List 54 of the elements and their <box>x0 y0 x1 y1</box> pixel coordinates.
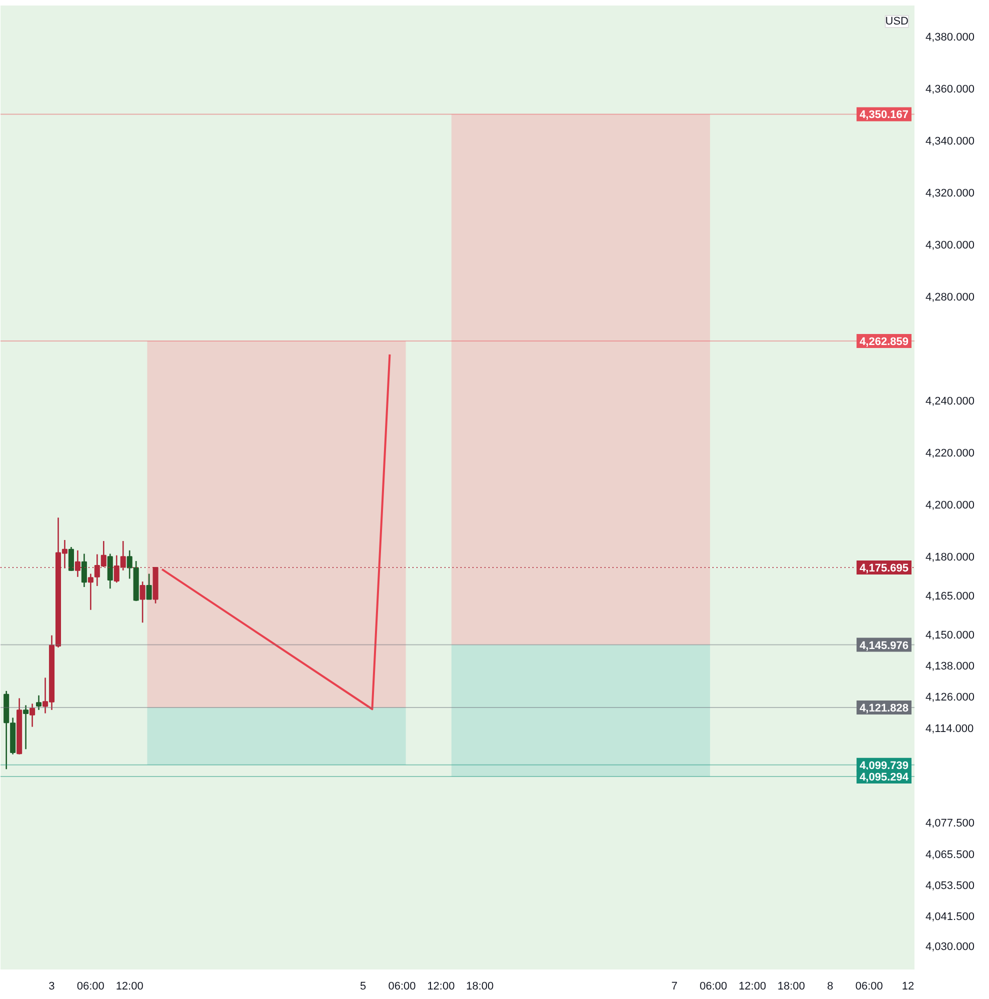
candlestick <box>107 553 113 590</box>
y-tick-label: 4,340.000 <box>926 136 974 148</box>
candlestick <box>23 704 29 750</box>
candlestick <box>88 573 94 611</box>
y-tick-label: 4,065.500 <box>926 848 974 861</box>
y-tick-label: 4,138.000 <box>926 660 974 672</box>
y-tick-label: 4,165.000 <box>926 590 974 602</box>
y-tick-label: 4,041.500 <box>926 911 974 924</box>
candlestick <box>81 553 87 588</box>
x-tick-label: 06:00 <box>76 980 104 992</box>
y-tick-label: 4,380.000 <box>926 32 974 44</box>
y-tick-label: 4,220.000 <box>926 447 974 460</box>
ref-line-label: 4,121.828 <box>860 702 908 715</box>
y-tick-label: 4,180.000 <box>926 551 974 564</box>
y-tick-label: 4,200.000 <box>926 499 974 512</box>
x-tick-label: 8 <box>827 980 834 992</box>
x-tick-label: 06:00 <box>700 980 728 992</box>
ref-line-label: 4,145.976 <box>860 640 908 652</box>
y-tick-label: 4,077.500 <box>926 818 974 830</box>
ref-line-label: 4,095.294 <box>860 771 910 784</box>
bar <box>451 114 710 645</box>
bar <box>451 644 710 776</box>
x-tick-label: 18:00 <box>777 980 806 992</box>
x-tick-label: 06:00 <box>855 980 883 992</box>
candlestick <box>140 580 146 624</box>
y-tick-label: 4,053.500 <box>926 880 974 892</box>
x-tick-label: 12:00 <box>116 980 144 992</box>
y-tick-label: 4,030.000 <box>926 941 974 954</box>
ref-line-label: 4,350.167 <box>860 109 908 122</box>
y-tick-label: 4,300.000 <box>926 240 974 252</box>
y-tick-label: 4,280.000 <box>926 292 974 304</box>
x-tick-label: 3 <box>48 980 55 992</box>
x-tick-label: 7 <box>671 980 678 992</box>
x-tick-label: 12 <box>902 980 914 992</box>
ref-line-label: 4,262.859 <box>860 336 908 348</box>
candlestick <box>68 546 74 572</box>
candlestick <box>146 573 152 600</box>
y-tick-label: 4,114.000 <box>926 722 974 735</box>
y-tick-label: 4,240.000 <box>926 395 974 408</box>
y-tick-label: 4,360.000 <box>926 84 974 96</box>
ref-line-label: 4,175.695 <box>860 562 908 575</box>
x-tick-label: 12:00 <box>427 980 455 992</box>
y-tick-label: 4,320.000 <box>926 188 974 200</box>
y-tick-label: 4,150.000 <box>926 629 974 642</box>
x-tick-label: 12:00 <box>738 980 766 992</box>
x-tick-label: 5 <box>360 980 366 992</box>
x-tick-label: 18:00 <box>466 980 494 992</box>
ref-line-label: 4,099.739 <box>860 760 908 772</box>
bar <box>147 708 406 765</box>
x-tick-label: 06:00 <box>388 980 416 992</box>
y-tick-label: 4,126.000 <box>926 692 974 704</box>
candlestick <box>30 703 36 728</box>
annotation: USD <box>885 16 909 28</box>
candlestick <box>36 694 42 711</box>
